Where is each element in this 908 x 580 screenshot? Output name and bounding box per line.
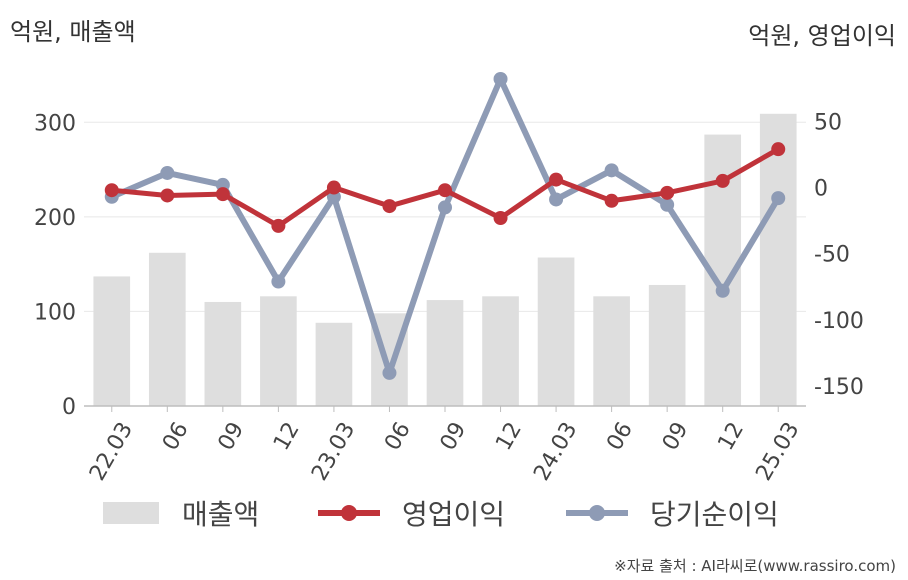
revenue-bar	[204, 301, 242, 406]
left-tick-label: 0	[62, 395, 76, 420]
op-income-point	[326, 180, 341, 195]
net-income-point	[382, 365, 397, 380]
legend-swatch-revenue	[103, 502, 159, 524]
net-income-point	[160, 165, 175, 180]
x-tick-labels: 22.03 06 09 12 23.03 06 09 12 24.03 06 09 12 25.03	[85, 418, 805, 485]
op-income-point	[493, 210, 508, 225]
op-income-point	[549, 172, 564, 187]
x-tick-label: 09	[214, 418, 250, 455]
x-tick-label: 12	[269, 418, 305, 455]
legend: 매출액 영업이익 당기순이익	[103, 498, 779, 531]
x-tick-label: 24.03	[529, 418, 582, 485]
axes	[84, 405, 806, 412]
left-tick-labels: 0 100 200 300	[34, 111, 76, 420]
x-tick-label: 06	[380, 418, 416, 455]
op-income-point	[660, 185, 675, 200]
revenue-bar	[759, 113, 797, 406]
x-tick-label: 22.03	[85, 418, 138, 485]
x-tick-label: 09	[436, 418, 472, 455]
revenue-bar	[482, 296, 519, 406]
x-tick-label: 06	[602, 418, 638, 455]
right-tick-label: -100	[814, 309, 864, 334]
revenue-bar	[93, 276, 131, 406]
net-income-point	[438, 200, 452, 215]
op-income-point	[271, 218, 286, 233]
net-income-point	[771, 191, 786, 206]
right-tick-labels: 50 0 -50 -100 -150	[814, 110, 864, 400]
x-tick-label: 25.03	[751, 418, 804, 485]
op-income-point	[771, 142, 786, 157]
op-income-point	[104, 183, 119, 198]
legend-label-net-income: 당기순이익	[650, 498, 779, 531]
legend-marker-net-income	[589, 505, 605, 521]
right-tick-label: -50	[814, 243, 850, 268]
legend-label-op-income: 영업이익	[402, 498, 505, 531]
revenue-bar	[426, 300, 464, 406]
net-income-point	[493, 71, 508, 86]
revenue-bars	[93, 113, 797, 406]
income-lines	[104, 71, 786, 380]
revenue-bar	[148, 252, 186, 406]
left-tick-label: 100	[34, 300, 76, 325]
revenue-bar	[537, 257, 575, 406]
net-income-point	[660, 197, 675, 212]
right-tick-label: 50	[814, 110, 842, 135]
source-note: ※자료 출처 : AI라씨로(www.rassiro.com)	[614, 557, 896, 575]
net-income-point	[715, 283, 730, 298]
op-income-point	[438, 183, 452, 198]
legend-marker-op-income	[341, 505, 357, 521]
x-tick-label: 12	[713, 418, 749, 455]
net-income-point	[271, 274, 286, 289]
left-tick-label: 300	[34, 111, 76, 136]
net-income-point	[549, 192, 564, 207]
x-tick-label: 06	[158, 418, 194, 455]
revenue-bar	[648, 284, 686, 406]
x-tick-label: 09	[658, 418, 694, 455]
revenue-bar	[260, 296, 297, 406]
right-tick-label: 0	[814, 177, 828, 202]
op-income-point	[160, 188, 175, 203]
right-tick-label: -150	[814, 375, 864, 400]
x-tick-label: 12	[491, 418, 527, 455]
net-income-point	[604, 163, 619, 178]
gridlines	[84, 121, 806, 312]
left-axis-unit: 억원, 매출액	[10, 18, 136, 46]
right-axis-unit: 억원, 영업이익	[748, 22, 896, 50]
x-tick-label: 23.03	[307, 418, 360, 485]
revenue-bar	[593, 296, 630, 406]
op-income-point	[215, 187, 230, 202]
op-income-point	[604, 193, 619, 208]
revenue-bar	[315, 322, 353, 406]
left-tick-label: 200	[34, 206, 76, 231]
op-income-point	[382, 199, 397, 214]
legend-label-revenue: 매출액	[182, 498, 259, 531]
op-income-point	[715, 173, 730, 188]
